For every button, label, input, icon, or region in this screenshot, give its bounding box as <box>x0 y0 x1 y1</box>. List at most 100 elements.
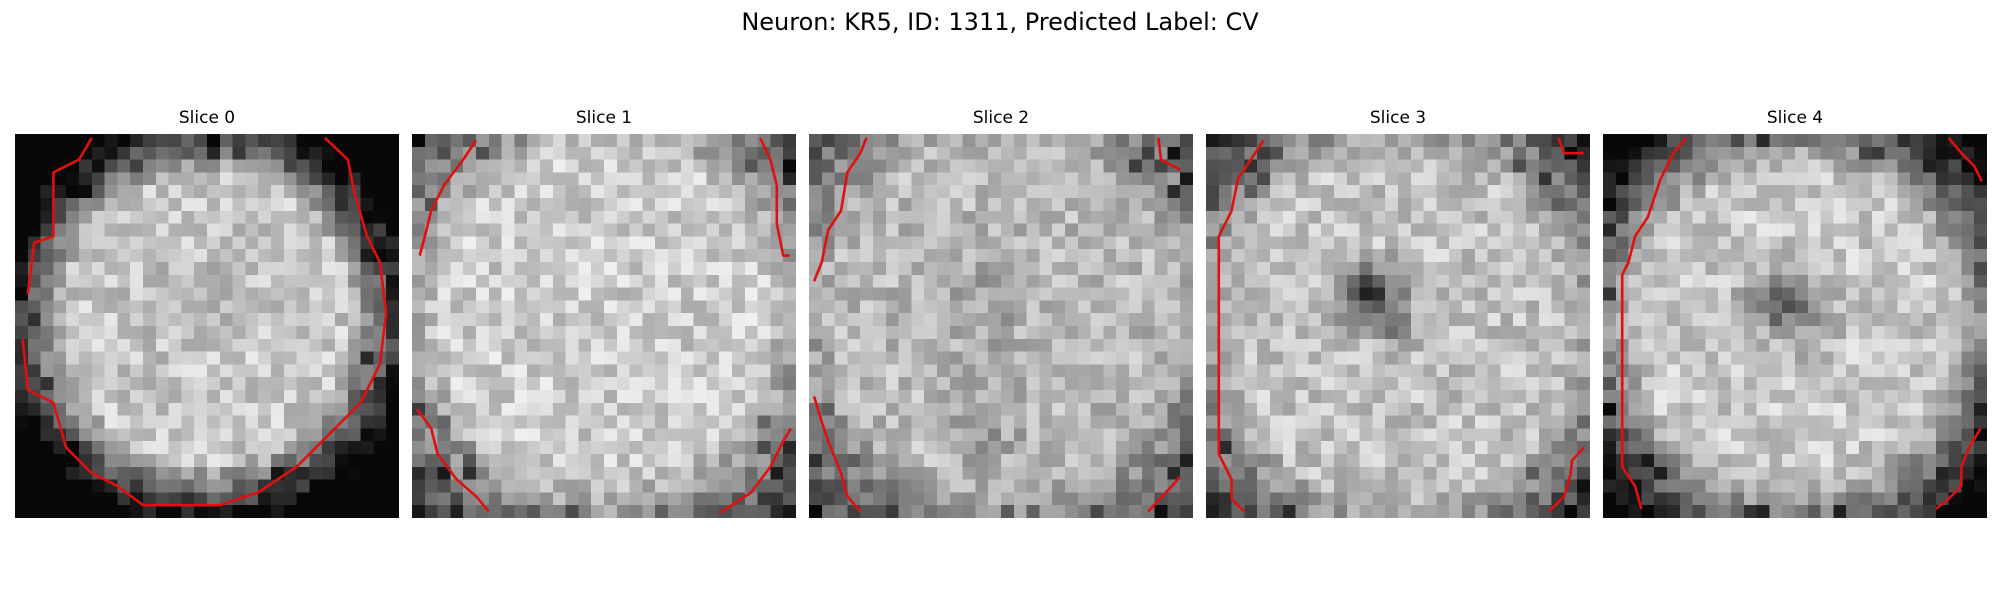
pixel-cell <box>1641 415 1655 429</box>
pixel-cell <box>15 198 29 212</box>
pixel-cell <box>1538 223 1552 237</box>
pixel-cell <box>616 415 630 429</box>
pixel-cell <box>1449 236 1463 250</box>
pixel-cell <box>424 466 438 480</box>
pixel-cell <box>1436 274 1450 288</box>
pixel-cell <box>1052 146 1066 160</box>
pixel-cell <box>40 300 54 314</box>
pixel-cell <box>514 377 528 391</box>
pixel-cell <box>207 249 221 263</box>
pixel-cell <box>245 134 259 148</box>
pixel-cell <box>924 377 938 391</box>
pixel-cell <box>680 313 694 327</box>
pixel-cell <box>1526 338 1540 352</box>
pixel-cell <box>386 262 399 276</box>
pixel-cell <box>1423 249 1437 263</box>
pixel-cell <box>1923 134 1937 148</box>
pixel-cell <box>1231 377 1245 391</box>
pixel-cell <box>719 274 733 288</box>
pixel-cell <box>1218 402 1232 416</box>
pixel-cell <box>1013 274 1027 288</box>
pixel-cell <box>386 210 399 224</box>
pixel-cell <box>540 274 554 288</box>
pixel-cell <box>40 146 54 160</box>
pixel-cell <box>1270 300 1284 314</box>
pixel-cell <box>655 441 669 455</box>
pixel-cell <box>194 300 208 314</box>
pixel-cell <box>181 377 195 391</box>
pixel-cell <box>1769 236 1783 250</box>
pixel-cell <box>322 287 336 301</box>
pixel-cell <box>501 262 515 276</box>
pixel-cell <box>975 466 989 480</box>
pixel-cell <box>1039 377 1053 391</box>
pixel-cell <box>1013 505 1027 518</box>
pixel-cell <box>104 313 118 327</box>
pixel-cell <box>1551 236 1565 250</box>
contour-line <box>1934 427 1982 511</box>
pixel-cell <box>1398 172 1412 186</box>
pixel-cell <box>1487 338 1501 352</box>
pixel-cell <box>53 198 67 212</box>
pixel-cell <box>271 313 285 327</box>
pixel-cell <box>1116 479 1130 493</box>
pixel-cell <box>463 390 477 404</box>
pixel-cell <box>821 172 835 186</box>
pixel-cell <box>1500 313 1514 327</box>
pixel-cell <box>1923 454 1937 468</box>
pixel-cell <box>668 210 682 224</box>
pixel-cell <box>1654 466 1668 480</box>
pixel-cell <box>860 402 874 416</box>
pixel-cell <box>1782 185 1796 199</box>
pixel-cell <box>1769 185 1783 199</box>
pixel-cell <box>1718 466 1732 480</box>
pixel-cell <box>1974 466 1987 480</box>
pixel-cell <box>1884 236 1898 250</box>
pixel-cell <box>488 146 502 160</box>
pixel-cell <box>424 454 438 468</box>
pixel-cell <box>1948 402 1962 416</box>
pixel-cell <box>1731 428 1745 442</box>
pixel-cell <box>1667 402 1681 416</box>
pixel-cell <box>604 236 618 250</box>
pixel-cell <box>1910 146 1924 160</box>
pixel-cell <box>501 146 515 160</box>
pixel-cell <box>1551 326 1565 340</box>
pixel-cell <box>898 351 912 365</box>
pixel-cell <box>15 415 29 429</box>
pixel-cell <box>232 364 246 378</box>
pixel-cell <box>1141 492 1155 506</box>
pixel-cell <box>1039 402 1053 416</box>
pixel-cell <box>1615 210 1629 224</box>
pixel-cell <box>757 262 771 276</box>
pixel-cell <box>271 236 285 250</box>
pixel-cell <box>1667 300 1681 314</box>
pixel-cell <box>1052 390 1066 404</box>
pixel-cell <box>168 313 182 327</box>
pixel-cell <box>40 402 54 416</box>
pixel-cell <box>1231 146 1245 160</box>
pixel-cell <box>1756 172 1770 186</box>
pixel-cell <box>1065 390 1079 404</box>
pixel-cell <box>1206 159 1220 173</box>
pixel-cell <box>1090 479 1104 493</box>
pixel-cell <box>680 236 694 250</box>
pixel-cell <box>924 402 938 416</box>
pixel-cell <box>1449 172 1463 186</box>
pixel-cell <box>1244 338 1258 352</box>
pixel-cell <box>1423 159 1437 173</box>
pixel-cell <box>616 134 630 148</box>
pixel-cell <box>668 326 682 340</box>
pixel-cell <box>1334 249 1348 263</box>
pixel-cell <box>1052 134 1066 148</box>
pixel-cell <box>655 466 669 480</box>
pixel-cell <box>219 466 233 480</box>
pixel-cell <box>809 236 823 250</box>
pixel-cell <box>706 466 720 480</box>
pixel-cell <box>1487 223 1501 237</box>
pixel-cell <box>629 223 643 237</box>
pixel-cell <box>1705 454 1719 468</box>
pixel-cell <box>155 249 169 263</box>
pixel-cell <box>412 134 426 148</box>
pixel-cell <box>386 185 399 199</box>
